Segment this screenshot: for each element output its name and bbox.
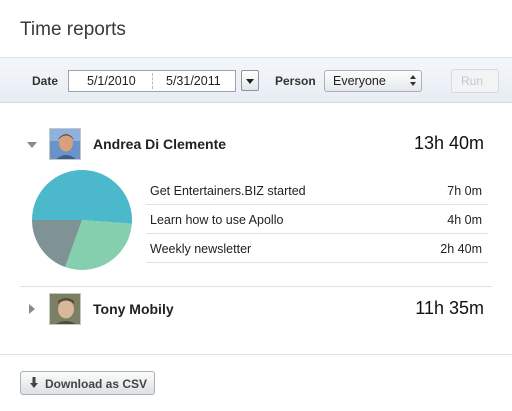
expand-triangle-icon[interactable] [29,304,35,314]
person-label: Person [275,74,316,88]
download-arrow-icon [30,377,38,388]
person-select[interactable]: Everyone [324,70,422,92]
task-name: Learn how to use Apollo [150,213,284,227]
filter-toolbar: Date 5/1/2010 5/31/2011 Person Everyone … [0,57,512,103]
page-title: Time reports [20,19,126,40]
date-separator [152,73,153,89]
person-select-value: Everyone [333,74,386,88]
collapse-triangle-icon[interactable] [27,142,37,148]
date-range-field[interactable]: 5/1/2010 5/31/2011 [68,70,236,92]
time-pie-chart [32,170,132,270]
date-range-dropdown-button[interactable] [241,70,259,91]
person-total: 11h 35m [415,298,484,318]
person-name: Andrea Di Clemente [93,136,227,152]
run-button[interactable]: Run [451,69,499,93]
task-row: Learn how to use Apollo 4h 0m [146,205,488,234]
task-row: Get Entertainers.BIZ started 7h 0m [146,176,488,205]
task-row: Weekly newsletter 2h 40m [146,234,488,263]
pie-slice [32,220,82,268]
footer-divider [0,354,512,355]
date-label: Date [32,74,59,88]
person-divider [20,286,492,287]
date-to-input[interactable]: 5/31/2011 [166,74,221,88]
chevron-down-icon [246,79,254,84]
avatar [49,128,81,160]
pie-slice [65,220,132,270]
person-row-tony[interactable]: Tony Mobily 11h 35m [0,292,512,328]
avatar [49,293,81,325]
download-csv-button[interactable]: Download as CSV [20,371,155,395]
download-csv-label: Download as CSV [45,377,148,391]
person-row-andrea[interactable]: Andrea Di Clemente 13h 40m [0,127,512,163]
date-from-input[interactable]: 5/1/2010 [87,74,136,88]
task-list: Get Entertainers.BIZ started 7h 0m Learn… [146,176,488,263]
person-total: 13h 40m [413,133,484,153]
task-time: 2h 40m [440,242,482,256]
person-name: Tony Mobily [93,301,174,317]
task-name: Weekly newsletter [150,242,252,256]
select-arrows-icon [410,75,416,87]
pie-slice [32,170,132,224]
task-name: Get Entertainers.BIZ started [150,184,306,198]
task-time: 4h 0m [447,213,482,227]
task-time: 7h 0m [447,184,482,198]
